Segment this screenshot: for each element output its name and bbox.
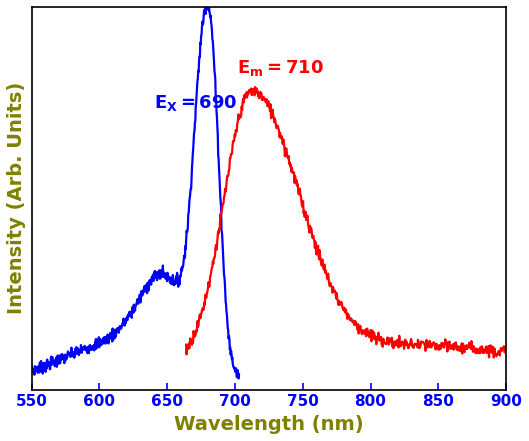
Text: $\mathbf{E_X = 690}$: $\mathbf{E_X = 690}$ [153,93,237,112]
Y-axis label: Intensity (Arb. Units): Intensity (Arb. Units) [7,82,26,314]
Text: $\mathbf{E_m= 710}$: $\mathbf{E_m= 710}$ [237,58,324,78]
X-axis label: Wavelength (nm): Wavelength (nm) [174,415,363,434]
